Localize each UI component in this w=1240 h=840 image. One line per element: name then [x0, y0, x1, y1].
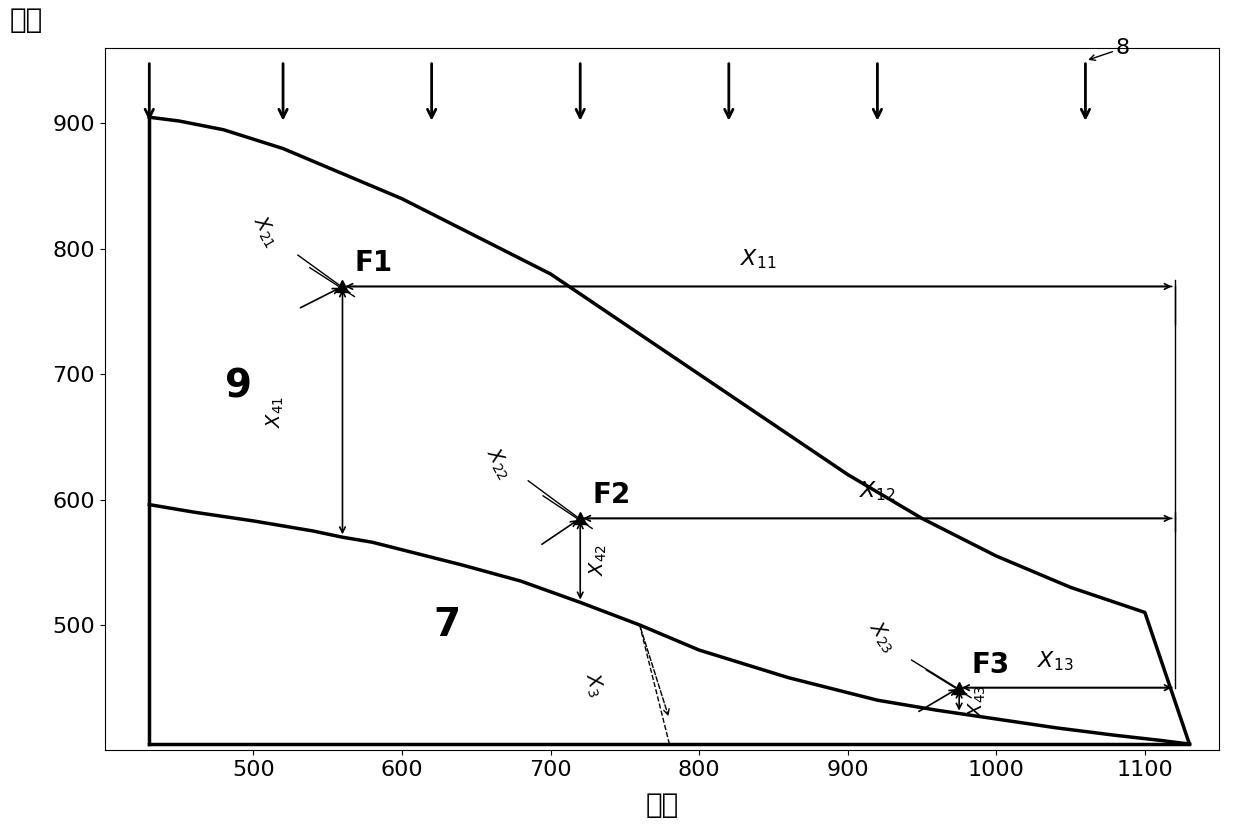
- Text: 8: 8: [1115, 39, 1130, 58]
- Text: 9: 9: [224, 368, 252, 406]
- X-axis label: 距离: 距离: [645, 791, 678, 819]
- Text: F3: F3: [971, 651, 1009, 679]
- Text: $X_{43}$: $X_{43}$: [966, 685, 988, 717]
- Text: $X_{3}$: $X_{3}$: [580, 670, 606, 699]
- Text: $X_{22}$: $X_{22}$: [481, 445, 516, 483]
- Text: 7: 7: [433, 606, 460, 644]
- Text: $X_{13}$: $X_{13}$: [1038, 649, 1074, 673]
- Text: $X_{12}$: $X_{12}$: [859, 480, 895, 503]
- Text: $X_{23}$: $X_{23}$: [864, 617, 900, 656]
- Text: $X_{21}$: $X_{21}$: [248, 213, 283, 251]
- Text: $X_{11}$: $X_{11}$: [740, 248, 776, 271]
- Text: F1: F1: [355, 249, 393, 277]
- Text: $X_{42}$: $X_{42}$: [588, 544, 609, 576]
- Text: $X_{41}$: $X_{41}$: [264, 396, 286, 428]
- Y-axis label: 高程: 高程: [10, 6, 43, 34]
- Text: F2: F2: [593, 481, 630, 509]
